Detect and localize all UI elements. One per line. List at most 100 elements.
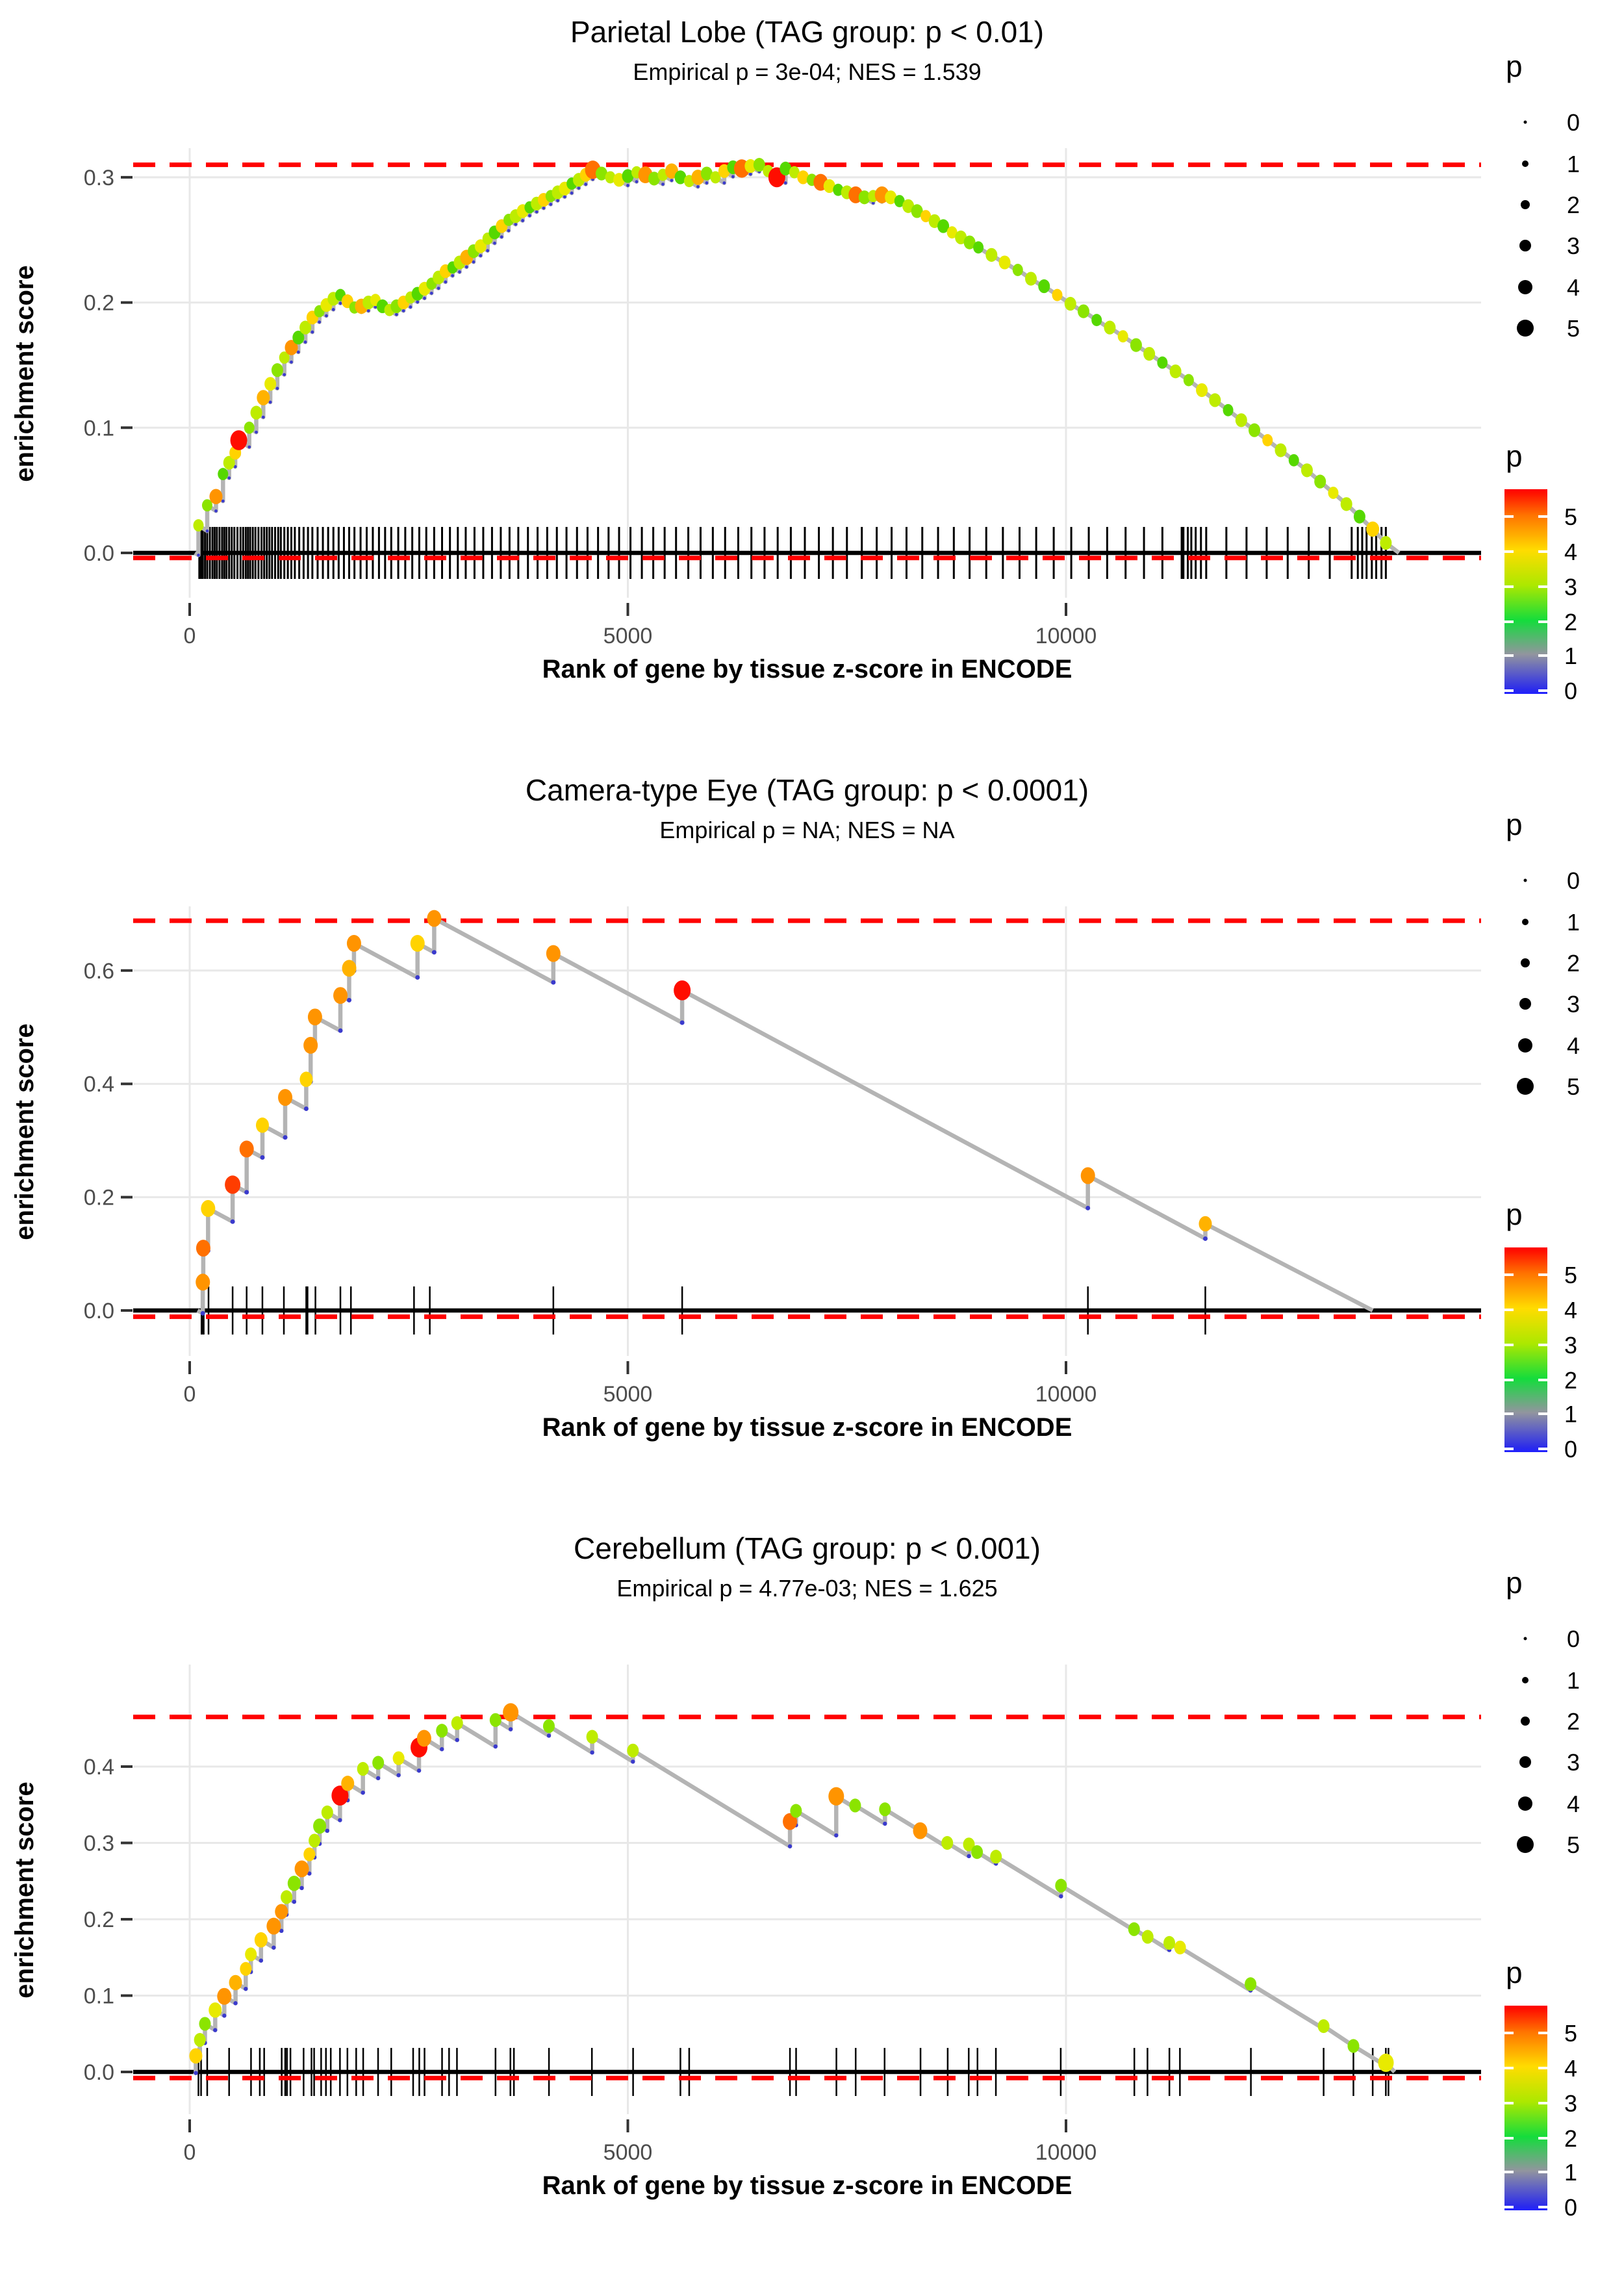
size-legend-dot <box>1521 200 1530 209</box>
gene-point <box>1235 413 1247 428</box>
notch-dot <box>415 975 420 980</box>
colorbar-tick <box>1538 2067 1547 2069</box>
size-legend-label: 3 <box>1567 233 1580 259</box>
gene-point <box>946 226 958 239</box>
colorbar-tick <box>1504 654 1514 657</box>
colorbar <box>1504 2006 1547 2210</box>
notch-dot <box>444 280 448 284</box>
gene-point <box>474 239 487 253</box>
notch-dot <box>551 980 556 985</box>
notch-dot <box>338 301 342 305</box>
notch-dot <box>570 191 574 195</box>
notch-dot <box>197 554 200 557</box>
gene-point <box>1038 279 1050 294</box>
gene-point <box>941 1835 954 1850</box>
gene-point <box>451 1716 463 1730</box>
gene-point <box>299 320 312 335</box>
y-tick-label: 0.6 <box>84 959 114 984</box>
notch-dot <box>1085 1205 1091 1210</box>
notch-dot <box>508 1727 513 1731</box>
notch-dot <box>535 210 539 214</box>
notch-dot <box>423 296 426 300</box>
notch-dot <box>307 1871 312 1876</box>
gene-point <box>250 405 262 420</box>
gene-point <box>1141 1930 1154 1944</box>
notch-dot <box>272 1945 276 1950</box>
colorbar-label: 4 <box>1564 539 1577 565</box>
notch-dot <box>500 235 503 239</box>
size-legend-label: 0 <box>1567 109 1580 136</box>
size-legend-title: p <box>1506 49 1523 83</box>
gene-point <box>596 166 608 181</box>
x-tick-label: 5000 <box>603 2140 653 2165</box>
notch-dot <box>303 340 307 344</box>
colorbar-tick <box>1538 515 1547 518</box>
notch-dot <box>375 1776 381 1781</box>
notch-dot <box>493 241 496 245</box>
size-legend-dot <box>1522 1677 1529 1683</box>
gene-point <box>1052 288 1063 301</box>
notch-dot <box>244 1986 248 1991</box>
panel-subtitle: Empirical p = 3e-04; NES = 1.539 <box>633 58 982 85</box>
gene-point <box>955 230 967 245</box>
panel-camera-type-eye: 0.0 0.2 0.4 0.6 0 5000 10000 p 0 1 2 3 4 5 p 5 4 3 2 1 0 Cam… <box>0 758 1624 1516</box>
y-tick-label: 0.3 <box>84 166 114 190</box>
gene-point <box>309 1833 321 1848</box>
colorbar-tick <box>1504 550 1514 553</box>
notch-dot <box>283 373 286 376</box>
gene-point <box>1378 2053 1394 2073</box>
notch-dot <box>834 1833 839 1838</box>
colorbar-label: 4 <box>1564 1297 1577 1323</box>
gene-point <box>410 934 425 952</box>
notch-dot <box>311 330 314 334</box>
notch-dot <box>437 287 440 290</box>
gene-point <box>1183 374 1194 387</box>
colorbar-tick <box>1504 1448 1514 1450</box>
gene-point <box>489 1713 501 1727</box>
notch-dot <box>590 1750 594 1755</box>
notch-dot <box>222 2013 227 2018</box>
size-legend-label: 5 <box>1567 315 1580 342</box>
gene-point <box>1091 314 1102 327</box>
size-legend-dot <box>1518 280 1532 294</box>
gene-point <box>911 204 923 218</box>
gene-point <box>1317 2019 1330 2034</box>
notch-dot <box>409 305 412 309</box>
gene-point <box>665 163 678 179</box>
notch-dot <box>290 360 293 364</box>
colorbar-tick <box>1504 2206 1514 2208</box>
notch-dot <box>331 307 335 311</box>
gene-point <box>546 945 561 962</box>
notch-dot <box>213 2028 218 2032</box>
gene-point <box>303 1036 318 1054</box>
gene-point <box>239 1140 254 1158</box>
size-legend-title: p <box>1506 1566 1523 1600</box>
gene-point <box>1328 487 1339 499</box>
notch-dot <box>871 201 875 205</box>
gene-point <box>189 2048 203 2064</box>
notch-dot <box>967 1854 971 1859</box>
panel-subtitle: Empirical p = NA; NES = NA <box>659 817 955 843</box>
colorbar-tick <box>1504 689 1514 692</box>
y-axis-label: enrichment score <box>10 1023 39 1240</box>
size-legend-dot <box>1517 1078 1534 1095</box>
gene-point <box>542 1719 555 1733</box>
gene-point <box>225 1175 241 1194</box>
size-legend-label: 1 <box>1567 1667 1580 1694</box>
gene-point <box>193 519 204 532</box>
colorbar-tick <box>1538 1273 1547 1276</box>
gene-point <box>1174 1940 1186 1955</box>
y-tick-label: 0.1 <box>84 416 114 441</box>
notch-dot <box>542 206 546 210</box>
gene-point <box>1055 1878 1067 1893</box>
gene-point <box>357 1761 369 1776</box>
gene-point <box>230 430 247 450</box>
x-tick-label: 5000 <box>603 624 653 648</box>
size-legend-dot <box>1517 320 1534 337</box>
notch-dot <box>292 1899 297 1904</box>
notch-dot <box>451 274 455 277</box>
gene-point <box>257 390 270 405</box>
colorbar-label: 3 <box>1564 574 1577 600</box>
y-tick-label: 0.2 <box>84 1908 114 1932</box>
colorbar-tick <box>1538 2032 1547 2034</box>
